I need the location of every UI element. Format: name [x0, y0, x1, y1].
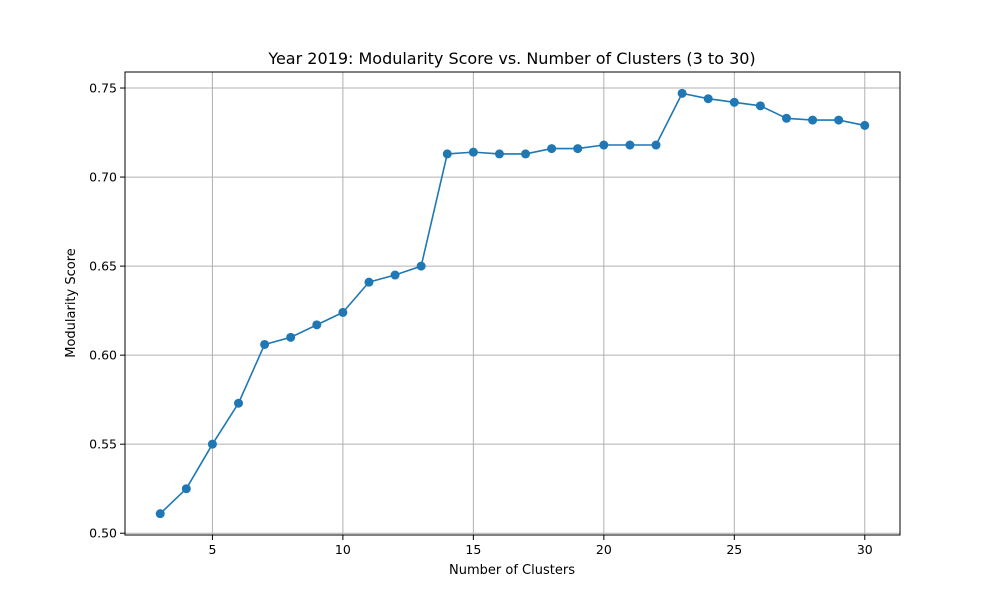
data-point [390, 270, 400, 280]
data-point [547, 144, 557, 154]
data-point [468, 147, 478, 157]
x-tick-label: 20 [596, 542, 612, 557]
data-point [703, 94, 713, 104]
data-point [651, 140, 661, 150]
data-point [260, 339, 270, 349]
data-point [729, 97, 739, 107]
x-axis-label: Number of Clusters [449, 563, 575, 578]
data-point [286, 332, 296, 342]
series-layer [155, 88, 870, 519]
y-tick-label: 0.50 [89, 526, 117, 541]
data-point [181, 484, 191, 494]
y-axis-label: Modularity Score [64, 248, 79, 358]
data-point [781, 113, 791, 123]
x-tick-label: 5 [208, 542, 216, 557]
chart-title: Year 2019: Modularity Score vs. Number o… [267, 49, 755, 68]
data-point [312, 320, 322, 330]
data-point [416, 261, 426, 271]
y-tick-label: 0.75 [89, 81, 117, 96]
data-point [599, 140, 609, 150]
tick-layer: 5 10 15 20 25 30 0.50 0.55 0.60 0.65 0.70 0.75 [89, 81, 873, 557]
x-tick-label: 15 [465, 542, 481, 557]
y-tick-label: 0.55 [89, 437, 117, 452]
x-tick-label: 10 [335, 542, 351, 557]
data-point [808, 115, 818, 125]
y-tick-label: 0.60 [89, 348, 117, 363]
data-point [755, 101, 765, 111]
data-point [155, 509, 165, 519]
data-point [234, 398, 244, 408]
data-point [494, 149, 504, 159]
data-point [834, 115, 844, 125]
plot-frame [124, 71, 901, 536]
y-tick-label: 0.65 [89, 259, 117, 274]
series-line [159, 92, 865, 515]
data-point [860, 120, 870, 130]
data-point [207, 439, 217, 449]
data-point [573, 144, 583, 154]
x-tick-label: 25 [726, 542, 742, 557]
data-point [364, 277, 374, 287]
data-point [625, 140, 635, 150]
data-point [442, 149, 452, 159]
y-tick-label: 0.70 [89, 170, 117, 185]
data-point [338, 307, 348, 317]
data-point [521, 149, 531, 159]
x-tick-label: 30 [857, 542, 873, 557]
data-point [677, 88, 687, 98]
